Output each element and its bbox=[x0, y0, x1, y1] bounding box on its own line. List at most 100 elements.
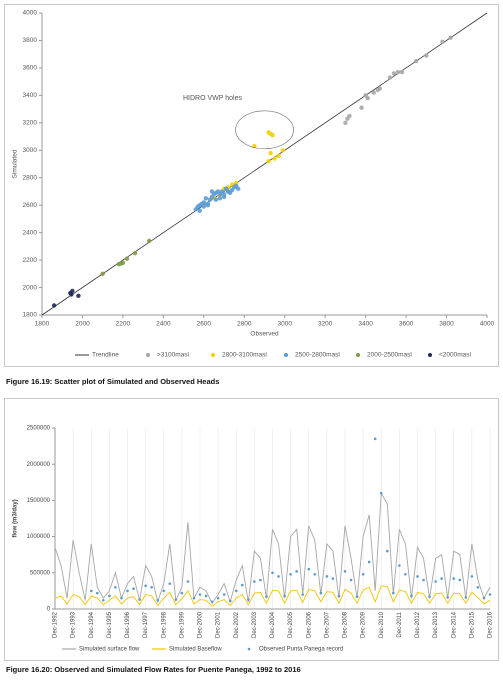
trendline bbox=[41, 12, 488, 316]
x-tick-label: 3400 bbox=[358, 321, 373, 328]
data-point bbox=[307, 567, 311, 571]
data-point bbox=[198, 593, 202, 596]
data-point bbox=[398, 564, 401, 567]
data-point bbox=[95, 591, 99, 595]
data-point bbox=[277, 575, 280, 578]
data-point bbox=[265, 595, 268, 598]
data-point bbox=[359, 105, 364, 110]
x-tick-label: Dec-1998 bbox=[161, 611, 167, 638]
y-tick-label: 2400 bbox=[23, 229, 38, 236]
data-point bbox=[162, 589, 166, 593]
x-tick-label: Dec-1993 bbox=[71, 611, 77, 638]
legend-swatch bbox=[211, 353, 215, 357]
x-tick-label: Dec-2007 bbox=[324, 611, 330, 638]
data-point bbox=[70, 288, 75, 294]
data-point bbox=[355, 595, 359, 598]
data-point bbox=[280, 148, 285, 153]
x-tick-label: 3800 bbox=[439, 321, 454, 328]
data-point bbox=[186, 580, 190, 583]
data-point bbox=[89, 589, 93, 593]
legend-swatch bbox=[146, 353, 150, 357]
data-point bbox=[379, 491, 383, 495]
data-point bbox=[343, 120, 348, 126]
y-tick-label: 500000 bbox=[30, 570, 51, 576]
data-point bbox=[51, 303, 57, 308]
data-point bbox=[440, 577, 443, 580]
data-point bbox=[168, 582, 172, 585]
y-tick-label: 2000 bbox=[23, 284, 38, 291]
flow-line bbox=[54, 491, 491, 605]
flow-line bbox=[54, 585, 491, 607]
data-point bbox=[266, 159, 271, 164]
data-point bbox=[217, 192, 223, 197]
legend-label: <2000masl bbox=[439, 352, 472, 359]
data-point bbox=[371, 90, 376, 95]
data-point bbox=[395, 69, 401, 75]
data-point bbox=[349, 578, 353, 582]
figure-caption: Figure 16.19: Scatter plot of Simulated … bbox=[6, 377, 219, 386]
data-point bbox=[448, 35, 453, 40]
y-tick-label: 3200 bbox=[23, 120, 38, 127]
legend-label: 2000-2500masl bbox=[367, 352, 412, 359]
data-point bbox=[276, 153, 281, 158]
data-point bbox=[147, 238, 152, 244]
figure-caption: Figure 16.20: Observed and Simulated Flo… bbox=[6, 665, 301, 674]
legend-label: 2500-2800masl bbox=[295, 352, 340, 359]
legend-label: Trendline bbox=[92, 352, 119, 359]
data-point bbox=[385, 549, 389, 553]
data-point bbox=[422, 578, 425, 582]
data-point bbox=[138, 598, 141, 601]
data-point bbox=[414, 58, 419, 64]
x-tick-label: Dec-2013 bbox=[433, 611, 439, 638]
x-tick-label: Dec-1997 bbox=[143, 611, 149, 638]
data-point bbox=[410, 594, 413, 598]
data-point bbox=[236, 186, 241, 191]
data-point bbox=[69, 292, 74, 297]
chart-frame bbox=[4, 398, 499, 661]
data-point bbox=[392, 591, 395, 595]
x-tick-label: Dec-2012 bbox=[415, 611, 421, 638]
data-point bbox=[240, 583, 244, 587]
data-point bbox=[234, 589, 238, 593]
y-axis-label: flow (m3/day) bbox=[13, 499, 19, 537]
legend-label: 2800-3100masl bbox=[222, 352, 267, 359]
x-tick-label: Dec-2000 bbox=[198, 611, 204, 638]
data-point bbox=[203, 196, 209, 201]
x-tick-label: 3200 bbox=[318, 321, 333, 328]
legend-label: Simulated surface flow bbox=[79, 647, 140, 653]
y-tick-label: 1800 bbox=[23, 312, 38, 319]
legend-label: Simulated Baseflow bbox=[169, 647, 222, 653]
data-point bbox=[488, 593, 492, 596]
data-point bbox=[271, 571, 274, 575]
data-point bbox=[301, 593, 305, 596]
x-tick-label: Dec-1996 bbox=[125, 611, 131, 638]
x-tick-label: Dec-2004 bbox=[270, 611, 276, 638]
data-point bbox=[391, 71, 397, 76]
data-point bbox=[283, 594, 286, 598]
x-tick-label: 2200 bbox=[116, 321, 131, 328]
x-tick-label: Dec-2002 bbox=[234, 611, 240, 638]
y-axis-label: Simulated bbox=[12, 149, 19, 178]
x-tick-label: 2400 bbox=[156, 321, 171, 328]
x-tick-label: Dec-2006 bbox=[306, 611, 312, 638]
y-tick-label: 2000000 bbox=[27, 462, 51, 468]
data-point bbox=[270, 132, 275, 138]
legend-swatch bbox=[356, 353, 360, 357]
data-point bbox=[313, 572, 317, 576]
data-point bbox=[434, 580, 437, 583]
data-point bbox=[289, 572, 292, 576]
x-tick-label: Dec-2003 bbox=[252, 611, 258, 638]
legend-swatch bbox=[247, 647, 251, 651]
data-point bbox=[124, 256, 130, 261]
x-tick-label: 3000 bbox=[277, 321, 292, 328]
y-tick-label: 3000 bbox=[23, 147, 38, 154]
x-tick-label: Dec-2008 bbox=[343, 611, 349, 638]
x-tick-label: Dec-1992 bbox=[53, 611, 59, 638]
x-tick-label: 2600 bbox=[197, 321, 212, 328]
data-point bbox=[458, 578, 462, 582]
y-tick-label: 2200 bbox=[23, 257, 38, 264]
y-tick-label: 3800 bbox=[23, 37, 38, 44]
data-point bbox=[197, 208, 202, 213]
y-tick-label: 1500000 bbox=[27, 498, 51, 504]
